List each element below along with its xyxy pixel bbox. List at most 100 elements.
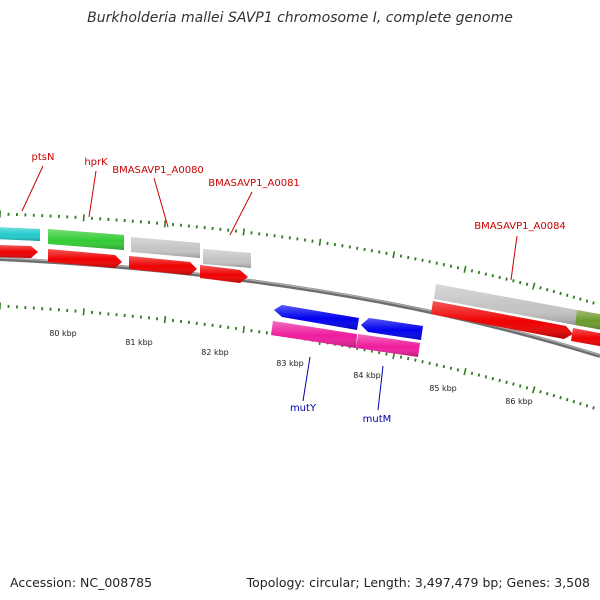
outer-minor-tick <box>592 301 595 305</box>
gene-mutM[interactable] <box>356 334 420 357</box>
gene-ptsN[interactable] <box>0 227 40 241</box>
leader-hprK <box>88 170 97 218</box>
outer-minor-tick <box>378 250 381 254</box>
outer-minor-tick <box>505 277 508 281</box>
gene-BMASAVP1_A0084[interactable] <box>434 284 577 325</box>
leader-mutY <box>302 356 311 402</box>
scale-label-83kbp: 83 kbp <box>276 359 304 368</box>
inner-minor-tick <box>572 399 576 404</box>
outer-minor-tick <box>525 282 529 286</box>
outer-minor-tick <box>421 258 424 262</box>
forward-gene-track <box>0 227 600 330</box>
cds-BMASAVP1_A0081[interactable] <box>200 265 248 283</box>
inner-minor-tick <box>378 350 381 355</box>
inner-minor-tick <box>552 393 556 398</box>
cds-mutY[interactable] <box>274 305 359 330</box>
outer-minor-tick <box>449 264 453 268</box>
cds-next[interactable] <box>571 328 600 347</box>
gene-hprK[interactable] <box>48 229 124 250</box>
inner-minor-tick <box>498 378 501 383</box>
gene-next-forward[interactable] <box>575 310 600 330</box>
cds-BMASAVP1_A0080[interactable] <box>129 256 197 275</box>
outer-minor-tick <box>435 261 438 265</box>
inner-minor-tick <box>470 371 474 376</box>
inner-minor-tick <box>435 363 439 367</box>
inner-minor-tick <box>477 373 481 377</box>
inner-minor-tick <box>428 361 431 365</box>
label-hprK[interactable]: hprK <box>84 157 108 168</box>
label-mutY[interactable]: mutY <box>290 403 317 414</box>
label-leaders <box>21 165 518 411</box>
outer-major-tick <box>242 228 245 236</box>
scale-label-86kbp: 86 kbp <box>505 397 533 406</box>
leader-BMASAVP1_A0080 <box>153 177 169 228</box>
inner-major-tick <box>163 316 167 324</box>
leader-ptsN <box>21 165 44 212</box>
outer-minor-tick <box>477 270 481 275</box>
outer-major-tick <box>532 282 536 290</box>
outer-minor-tick <box>585 299 589 303</box>
inner-minor-tick <box>456 368 460 372</box>
gene-BMASAVP1_A0080[interactable] <box>131 237 200 258</box>
inner-major-tick <box>532 386 536 394</box>
outer-minor-tick <box>399 254 403 258</box>
inner-minor-tick <box>565 397 569 402</box>
outer-minor-tick <box>414 257 417 261</box>
leader-BMASAVP1_A0081 <box>229 191 253 236</box>
cds-track <box>0 245 600 347</box>
outer-minor-tick <box>363 247 366 252</box>
scale-label-82kbp: 82 kbp <box>201 348 229 357</box>
map-title: Burkholderia mallei SAVP1 chromosome I, … <box>87 10 513 26</box>
inner-minor-tick <box>539 390 542 394</box>
inner-major-tick <box>463 368 467 376</box>
scale-labels: 80 kbp 81 kbp 82 kbp 83 kbp 84 kbp 85 kb… <box>49 329 533 406</box>
leader-mutM <box>377 365 384 411</box>
cds-hprK[interactable] <box>48 249 122 268</box>
outer-minor-tick <box>385 251 388 255</box>
inner-minor-tick <box>585 404 589 408</box>
scale-label-80kbp: 80 kbp <box>49 329 77 338</box>
outer-minor-tick <box>428 260 431 264</box>
gene-BMASAVP1_A0081[interactable] <box>203 249 251 268</box>
outer-major-tick <box>392 251 396 259</box>
outer-minor-tick <box>552 289 556 294</box>
scale-label-81kbp: 81 kbp <box>125 338 153 347</box>
topology-text: Topology: circular; Length: 3,497,479 bp… <box>246 575 590 590</box>
label-BMASAVP1_A0084[interactable]: BMASAVP1_A0084 <box>474 221 566 232</box>
inner-minor-tick <box>592 406 595 410</box>
outer-minor-tick <box>470 269 474 273</box>
inner-minor-tick <box>505 380 508 384</box>
outer-minor-tick <box>370 249 374 253</box>
inner-minor-tick <box>421 360 424 364</box>
gene-labels: ptsN hprK BMASAVP1_A0080 BMASAVP1_A0081 … <box>32 152 566 425</box>
label-BMASAVP1_A0081[interactable]: BMASAVP1_A0081 <box>208 178 300 189</box>
outer-minor-tick <box>442 263 446 267</box>
outer-minor-tick <box>518 280 522 285</box>
outer-minor-tick <box>498 275 501 280</box>
inner-minor-tick <box>518 384 522 388</box>
outer-minor-tick <box>545 288 549 292</box>
reverse-gene-track <box>271 305 423 357</box>
inner-minor-tick <box>512 382 515 386</box>
inner-minor-tick <box>579 402 582 406</box>
cds-mutM[interactable] <box>361 318 423 340</box>
label-mutM[interactable]: mutM <box>363 414 392 425</box>
inner-minor-tick <box>407 356 410 361</box>
label-ptsN[interactable]: ptsN <box>32 152 55 163</box>
label-BMASAVP1_A0080[interactable]: BMASAVP1_A0080 <box>112 165 204 176</box>
inner-minor-tick <box>545 391 549 396</box>
scale-label-85kbp: 85 kbp <box>429 384 457 393</box>
outer-minor-tick <box>407 255 410 260</box>
gene-mutY[interactable] <box>271 321 357 348</box>
inner-minor-tick <box>484 375 488 379</box>
outer-minor-tick <box>456 266 460 270</box>
outer-tick-track <box>0 210 595 305</box>
inner-minor-tick <box>442 364 446 369</box>
outer-minor-tick <box>539 286 542 290</box>
cds-ptsN[interactable] <box>0 245 38 258</box>
cds-BMASAVP1_A0084[interactable] <box>431 301 573 339</box>
outer-minor-tick <box>484 272 488 276</box>
leader-BMASAVP1_A0084 <box>510 235 518 281</box>
inner-minor-tick <box>449 366 453 370</box>
